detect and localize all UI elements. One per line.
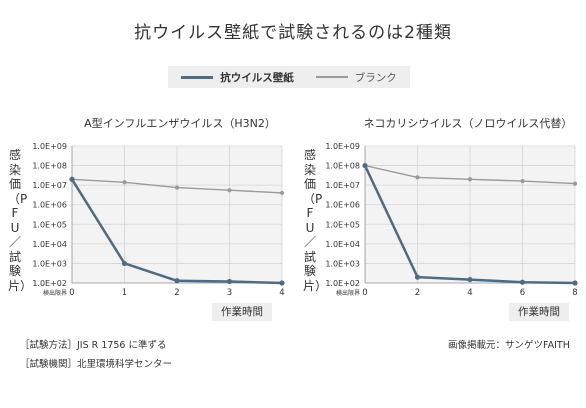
data-point-antiviral: [121, 260, 128, 267]
chart-left-title: A型インフルエンザウイルス（H3N2）: [84, 117, 276, 130]
y-tick-label: 1.0E+09: [325, 142, 360, 151]
chart-right: 1.0E+09 1.0E+08 1.0E+07 1.0E+06 1.0E+05 1.0E+…: [325, 142, 578, 298]
chart-right-title: ネコカリシウイルス（ノロウイルス代替）: [363, 117, 573, 130]
data-point-blank: [467, 177, 473, 182]
data-point-antiviral: [572, 280, 578, 286]
x-tick-label: 4: [279, 288, 284, 298]
y-tick-label: 1.0E+07: [32, 181, 67, 190]
legend-swatch-antiviral: [181, 75, 214, 79]
legend-label-antiviral: 抗ウイルス壁紙: [220, 71, 294, 84]
legend-swatch-blank: [315, 76, 348, 78]
data-point-blank: [227, 188, 232, 193]
x-tick-label: 0: [362, 288, 367, 298]
y-tick-label: 1.0E+09: [32, 142, 67, 151]
x-tick-label: 2: [415, 288, 420, 298]
y-tick-label: 1.0E+05: [325, 220, 360, 229]
x-tick-label: 2: [174, 288, 179, 298]
chart-left-xlabel: 作業時間: [212, 303, 272, 321]
chart-right-xlabel: 作業時間: [509, 303, 569, 321]
x-tick-label: 0: [69, 288, 74, 298]
y-tick-label: 1.0E+02: [325, 279, 360, 288]
data-point-blank: [279, 190, 285, 196]
data-point-antiviral: [467, 276, 473, 283]
footer-source: 画像掲載元：サンゲツFAITH: [448, 340, 570, 351]
y-tick-label: 1.0E+05: [32, 220, 67, 229]
legend-item-antiviral: 抗ウイルス壁紙: [181, 70, 294, 85]
y-tick-label: 1.0E+07: [325, 181, 360, 190]
x-tick-label: 4: [467, 288, 472, 298]
detection-limit-label: 検出限界: [43, 289, 67, 297]
x-tick-label: 1: [122, 288, 127, 298]
data-point-antiviral: [279, 280, 285, 286]
x-tick-label: 6: [520, 288, 525, 298]
data-point-antiviral: [414, 274, 421, 280]
data-point-antiviral: [174, 278, 180, 284]
y-tick-label: 1.0E+04: [325, 240, 360, 249]
data-point-blank: [122, 180, 127, 185]
data-point-antiviral: [226, 278, 233, 285]
y-tick-label: 1.0E+06: [325, 201, 360, 210]
chart-left: 1.0E+09 1.0E+08 1.0E+07 1.0E+06 1.0E+05 1.0E+…: [32, 142, 285, 298]
legend-label-blank: ブランク: [354, 71, 397, 84]
page-title: 抗ウイルス壁紙で試験されるのは2種類: [134, 23, 452, 43]
x-tick-label: 3: [227, 288, 232, 298]
data-point-antiviral: [362, 162, 368, 169]
y-tick-label: 1.0E+06: [32, 201, 67, 210]
y-tick-label: 1.0E+03: [325, 259, 360, 268]
x-tick-label: 8: [572, 288, 577, 298]
legend-item-blank: ブランク: [315, 70, 397, 85]
data-point-antiviral: [69, 176, 75, 182]
y-tick-label: 1.0E+03: [32, 259, 67, 268]
data-point-blank: [572, 181, 578, 186]
legend: 抗ウイルス壁紙 ブランク: [168, 66, 410, 88]
data-point-blank: [520, 179, 525, 184]
footer-institution: ［試験機関］北里環境科学センター: [20, 359, 173, 370]
data-point-blank: [174, 185, 180, 190]
data-point-antiviral: [519, 279, 526, 285]
footer-method: ［試験方法］JIS R 1756 に準ずる: [20, 340, 167, 351]
y-tick-label: 1.0E+08: [32, 162, 67, 171]
y-tick-label: 1.0E+04: [32, 240, 67, 249]
y-tick-label: 1.0E+02: [32, 279, 67, 288]
y-tick-label: 1.0E+08: [325, 162, 360, 171]
detection-limit-label: 検出限界: [336, 289, 360, 297]
data-point-blank: [415, 175, 420, 180]
